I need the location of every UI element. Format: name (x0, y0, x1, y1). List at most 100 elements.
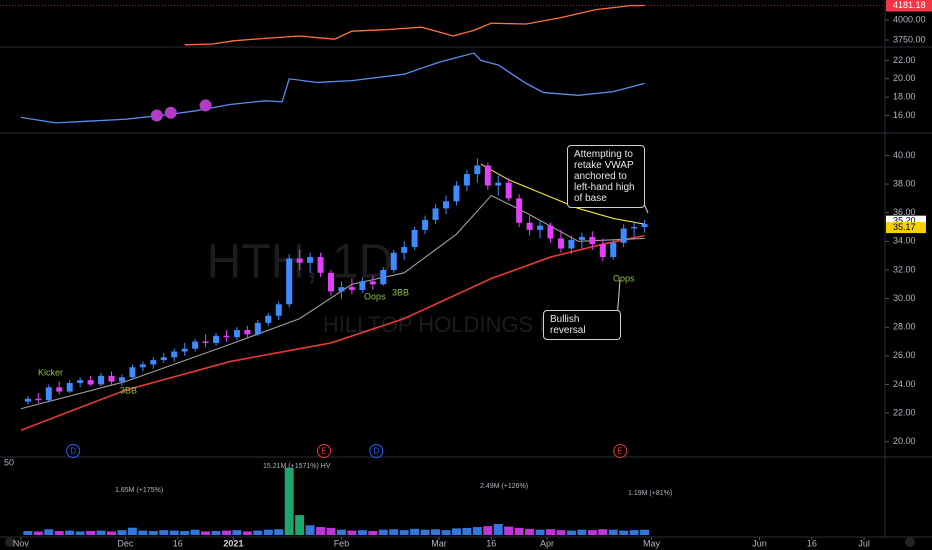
volume-bar (629, 530, 639, 535)
volume-bar (263, 529, 273, 535)
volume-bar (431, 529, 441, 535)
candle-body (589, 237, 596, 245)
volume-bar (127, 527, 137, 535)
y-tick-label: 28.00 (893, 322, 916, 332)
volume-bar (410, 528, 420, 535)
volume-bar (274, 529, 284, 535)
event-label: D (373, 447, 379, 456)
y-tick-label: 22.00 (893, 407, 916, 417)
x-tick-label: May (643, 538, 661, 548)
x-tick-label: 16 (807, 538, 817, 548)
volume-bar (399, 530, 409, 535)
price-badge-label: 35.20 (893, 216, 916, 226)
candle-body (474, 165, 481, 175)
candle-body (35, 398, 42, 401)
candle-body (77, 380, 84, 384)
volume-bar (336, 529, 346, 535)
candle-body (192, 341, 199, 349)
volume-bar (201, 531, 211, 535)
last-value-badge (886, 0, 932, 12)
volume-bar (138, 530, 148, 535)
candle-body (422, 219, 429, 230)
volume-bar (640, 529, 650, 535)
candle-body (328, 272, 335, 292)
y-tick-label: 20.00 (893, 436, 916, 446)
x-tick-label: 16 (173, 538, 183, 548)
volume-bar (326, 527, 336, 535)
candle-body (411, 229, 418, 248)
volume-bar (451, 528, 461, 535)
x-tick-label: 16 (486, 538, 496, 548)
volume-bar (305, 525, 315, 535)
line-series (20, 234, 645, 431)
candle-body (620, 228, 627, 243)
volume-bar (472, 527, 482, 535)
candle-body (56, 387, 63, 392)
volume-bar (106, 531, 116, 535)
volume-bar (598, 529, 608, 535)
candle-body (244, 330, 251, 335)
candle-body (338, 287, 345, 292)
candle-body (390, 252, 397, 270)
volume-bar (148, 531, 158, 535)
candle-body (254, 322, 261, 335)
y-tick-label: 4000.00 (893, 14, 926, 24)
y-tick-label: 22.00 (893, 55, 916, 65)
candle-body (129, 367, 136, 378)
volume-bar (65, 530, 75, 535)
x-tick-label: Mar (431, 538, 447, 548)
candle-body (24, 398, 31, 402)
volume-bar (284, 467, 294, 535)
pattern-label: 3BB (120, 385, 137, 395)
candle-body (526, 222, 533, 230)
volume-label: 1.65M (+175%) (115, 487, 163, 494)
y-tick-label: 3750.00 (893, 34, 926, 44)
y-tick-label: 30.00 (893, 293, 916, 303)
candle-body (108, 375, 115, 382)
candle-body (118, 377, 125, 382)
settings-icon[interactable] (905, 537, 915, 547)
volume-bar (493, 523, 503, 535)
x-tick-label: 2021 (223, 538, 243, 548)
candle-body (641, 224, 648, 228)
volume-bar (75, 531, 85, 535)
last-value-label: 4181.18 (893, 0, 926, 10)
pattern-label: Oops (613, 273, 635, 283)
candle-body (359, 281, 366, 290)
x-tick-label: Nov (13, 538, 30, 548)
volume-bar (86, 531, 96, 535)
volume-bar (378, 529, 388, 535)
candle-body (484, 165, 491, 186)
volume-bar (525, 528, 535, 535)
candle-body (453, 185, 460, 202)
volume-bar (117, 530, 127, 535)
candle-body (171, 351, 178, 358)
candle-body (265, 315, 272, 323)
volume-label: 1.19M (+81%) (628, 490, 672, 497)
line-series (480, 163, 645, 225)
y-tick-label: 38.00 (893, 178, 916, 188)
volume-bar (242, 531, 252, 535)
candle-body (463, 174, 470, 186)
volume-bar (608, 529, 618, 535)
volume-bar (389, 529, 399, 535)
volume-bar (190, 529, 200, 535)
candle-body (45, 387, 52, 401)
pattern-label: 3BB (392, 287, 409, 297)
volume-bar (504, 526, 514, 535)
y-tick-label: 16.00 (893, 110, 916, 120)
volume-bar (23, 531, 33, 535)
candle-body (213, 335, 220, 343)
volume-bar (357, 530, 367, 535)
volume-bar (33, 531, 43, 535)
volume-bar (556, 530, 566, 535)
candle-body (599, 244, 606, 258)
event-marker (369, 444, 384, 458)
signal-marker (164, 106, 177, 119)
x-tick-label: Jul (858, 538, 870, 548)
volume-bar (577, 529, 587, 535)
zoom-icon[interactable] (5, 537, 15, 547)
event-marker (317, 444, 332, 458)
